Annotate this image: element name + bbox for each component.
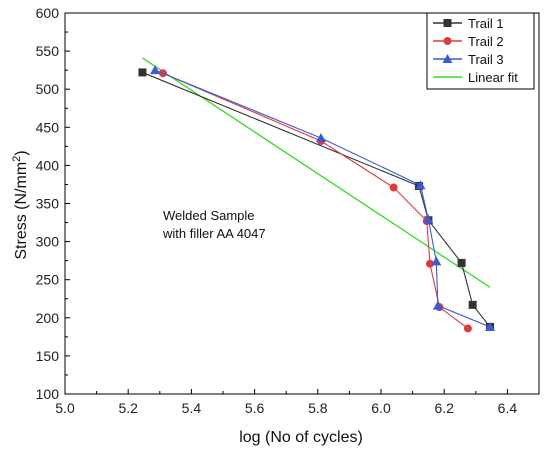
x-axis-title: log (No of cycles) xyxy=(239,429,363,446)
x-tick-label: 6.2 xyxy=(434,400,454,416)
legend-label: Trail 2 xyxy=(468,34,504,49)
data-point xyxy=(150,65,161,75)
annotation-line-2: with filler AA 4047 xyxy=(162,226,266,241)
data-point xyxy=(138,68,147,77)
series-trail-1 xyxy=(138,68,495,331)
legend-swatch-marker xyxy=(443,37,452,45)
y-tick-label: 250 xyxy=(36,272,60,288)
data-point xyxy=(463,324,472,333)
y-axis-title-superscript: 2 xyxy=(11,156,23,162)
tick-labels: 5.0 5.2 5.4 5.6 5.8 6.0 6.2 6.4 100 150 200 250 300 3… xyxy=(36,5,518,416)
y-tick-label: 100 xyxy=(36,386,60,402)
y-tick-label: 450 xyxy=(36,119,60,135)
y-tick-label: 600 xyxy=(36,5,60,21)
annotation-line-1: Welded Sample xyxy=(163,208,255,223)
x-tick-label: 5.0 xyxy=(55,400,75,416)
data-point xyxy=(423,214,434,224)
data-point xyxy=(468,300,477,309)
series-line xyxy=(142,71,491,328)
series-layer xyxy=(138,57,496,333)
legend-swatch-marker xyxy=(443,19,452,27)
data-point xyxy=(485,321,496,331)
legend-label: Trail 3 xyxy=(468,52,504,67)
y-tick-label: 150 xyxy=(36,348,60,364)
data-point xyxy=(431,256,442,266)
data-point xyxy=(432,300,443,310)
x-tick-label: 5.6 xyxy=(245,400,265,416)
x-tick-label: 5.2 xyxy=(118,400,138,416)
y-tick-label: 350 xyxy=(36,196,60,212)
y-tick-label: 550 xyxy=(36,43,60,59)
series-line xyxy=(162,72,469,329)
series-trail-2 xyxy=(158,69,472,333)
x-tick-label: 6.0 xyxy=(371,400,391,416)
series-line xyxy=(142,57,491,288)
series-line xyxy=(154,69,491,328)
y-tick-label: 400 xyxy=(36,157,60,173)
data-point xyxy=(315,132,326,142)
x-tick-label: 6.4 xyxy=(498,400,518,416)
data-point xyxy=(415,180,426,190)
y-tick-label: 200 xyxy=(36,310,60,326)
plot-frame xyxy=(64,12,540,395)
data-point xyxy=(425,259,434,268)
legend: Trail 1 Trail 2 Trail 3 Linear fit xyxy=(426,12,535,90)
legend-label: Linear fit xyxy=(468,70,518,85)
series-linear-fit xyxy=(142,57,491,288)
legend-swatch-marker xyxy=(442,54,453,63)
series-trail-3 xyxy=(150,65,496,331)
legend-label: Trail 1 xyxy=(468,16,504,31)
data-point xyxy=(457,258,466,267)
x-tick-label: 5.8 xyxy=(308,400,328,416)
y-axis-title-main: Stress (N/mm xyxy=(13,162,30,260)
y-tick-label: 300 xyxy=(36,234,60,250)
y-axis-title: Stress (N/mm2) xyxy=(11,150,30,259)
y-axis-title-close: ) xyxy=(13,150,30,155)
x-tick-label: 5.4 xyxy=(182,400,202,416)
y-tick-label: 500 xyxy=(36,81,60,97)
data-point xyxy=(389,183,398,192)
